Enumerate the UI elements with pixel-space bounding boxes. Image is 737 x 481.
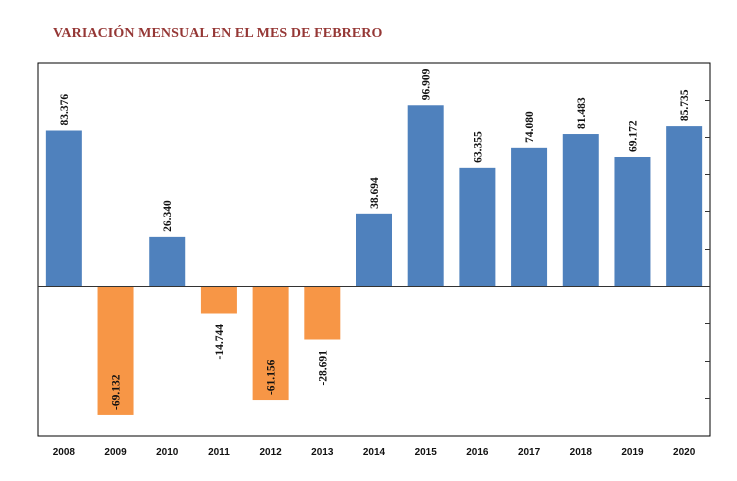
x-tick-label-2020: 2020 <box>673 447 696 458</box>
bar-2014 <box>356 213 392 286</box>
x-tick-label-2013: 2013 <box>311 447 334 458</box>
data-label-2014: 38.694 <box>369 177 381 209</box>
x-tick-label-2016: 2016 <box>466 447 489 458</box>
data-label-2018: 81.483 <box>576 97 588 129</box>
bar-2009 <box>97 286 134 415</box>
bar-2019 <box>614 156 651 286</box>
x-tick-label-2012: 2012 <box>259 447 282 458</box>
data-label-2019: 69.172 <box>627 120 639 152</box>
bar-2012 <box>252 286 289 401</box>
data-label-2011: -14.744 <box>214 324 226 360</box>
data-label-2013: -28.691 <box>317 350 329 386</box>
bar-2008 <box>45 130 82 286</box>
chart-title: VARIACIÓN MENSUAL EN EL MES DE FEBRERO <box>53 26 383 41</box>
data-label-2012: -61.156 <box>266 359 278 395</box>
bar-2011 <box>200 286 237 314</box>
data-label-2017: 74.080 <box>524 111 536 143</box>
x-tick-label-2015: 2015 <box>415 447 438 458</box>
x-tick-label-2017: 2017 <box>518 447 541 458</box>
x-tick-label-2018: 2018 <box>570 447 593 458</box>
bar-2020 <box>666 126 703 287</box>
data-label-2015: 96.909 <box>421 68 433 100</box>
bar-2010 <box>149 236 186 286</box>
x-tick-label-2019: 2019 <box>621 447 644 458</box>
data-label-2008: 83.376 <box>59 94 71 126</box>
data-label-2020: 85.735 <box>679 89 691 121</box>
bar-2018 <box>562 134 599 286</box>
bar-2017 <box>511 147 548 286</box>
x-tick-label-2010: 2010 <box>156 447 179 458</box>
x-tick-label-2008: 2008 <box>53 447 76 458</box>
x-tick-label-2009: 2009 <box>104 447 127 458</box>
data-label-2009: -69.132 <box>111 374 123 410</box>
x-tick-label-2011: 2011 <box>208 447 230 458</box>
bar-2015 <box>407 105 444 287</box>
data-label-2010: 26.340 <box>162 200 174 232</box>
bar-2013 <box>304 286 341 340</box>
data-label-2016: 63.355 <box>472 131 484 163</box>
bar-2016 <box>459 167 496 286</box>
x-tick-label-2014: 2014 <box>363 447 386 458</box>
